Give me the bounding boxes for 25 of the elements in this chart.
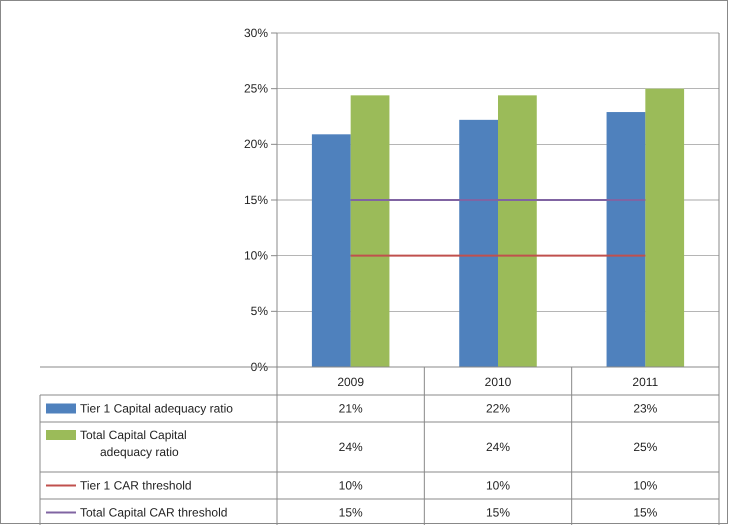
- data-label: 24%: [486, 440, 510, 454]
- legend-label: Tier 1 Capital adequacy ratio: [80, 402, 234, 416]
- data-label: 10%: [338, 478, 363, 492]
- x-tick-label: 2009: [337, 375, 364, 389]
- data-label: 22%: [486, 402, 510, 416]
- x-tick-label: 2010: [484, 375, 512, 389]
- y-tick-label: 15%: [244, 192, 268, 207]
- y-tick-label: 5%: [250, 304, 268, 318]
- data-label: 15%: [338, 506, 363, 520]
- legend-label: Total Capital Capital adequacy ratio: [80, 428, 187, 459]
- x-tick-label: 2011: [632, 375, 659, 389]
- data-label: 23%: [633, 402, 658, 416]
- data-label: 24%: [338, 440, 363, 454]
- data-label: 15%: [486, 506, 510, 520]
- y-tick-label: 10%: [244, 248, 268, 263]
- legend-label: Total Capital CAR threshold: [80, 506, 228, 520]
- data-label: 10%: [633, 478, 658, 492]
- legend-label: Tier 1 CAR threshold: [80, 478, 192, 492]
- y-tick-label: 30%: [244, 26, 268, 40]
- data-label: 15%: [633, 506, 658, 520]
- data-label: 21%: [338, 402, 363, 416]
- data-label: 25%: [633, 440, 658, 454]
- data-label: 10%: [486, 478, 510, 492]
- y-tick-label: 25%: [244, 82, 268, 96]
- y-tick-label: 20%: [244, 137, 268, 152]
